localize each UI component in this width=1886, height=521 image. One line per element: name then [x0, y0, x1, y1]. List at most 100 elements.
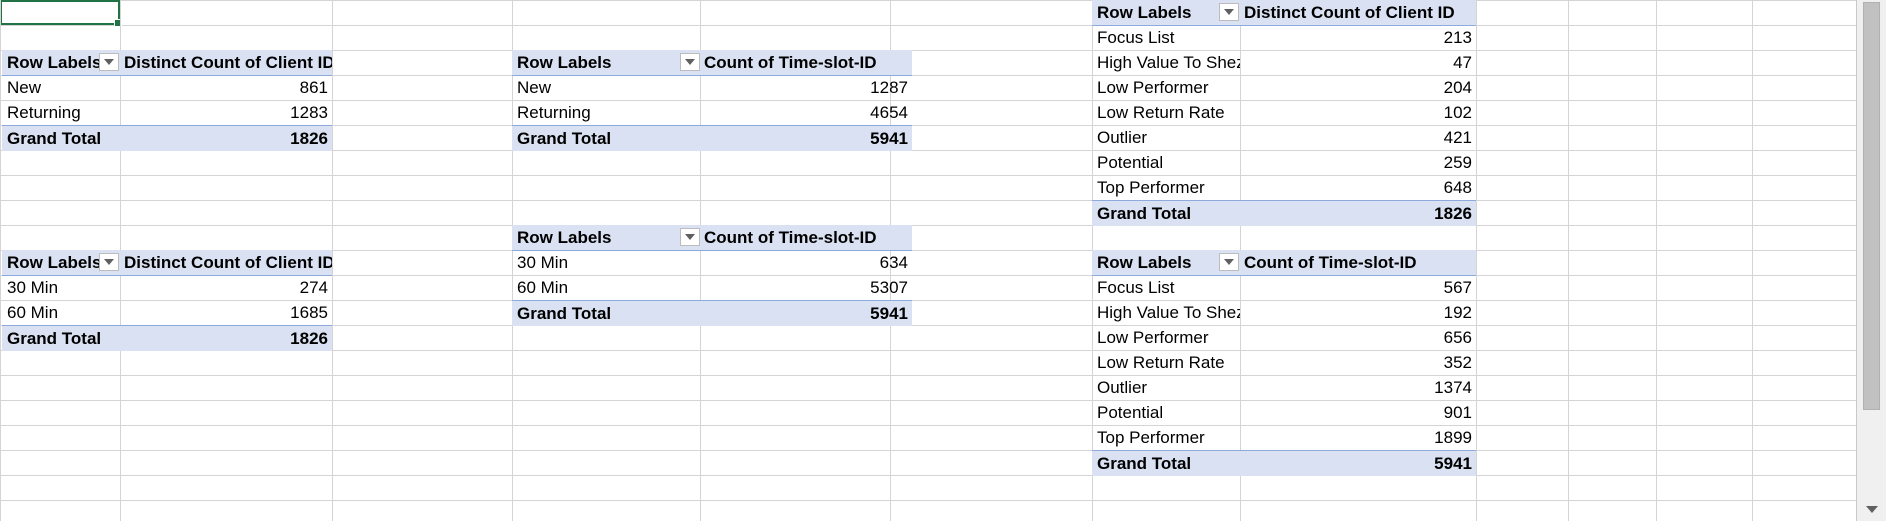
filter-dropdown-icon[interactable]	[1219, 253, 1239, 271]
row-label[interactable]: Focus List	[1097, 278, 1175, 297]
row-label[interactable]: 30 Min	[7, 278, 59, 297]
pivot-row: 30 Min 274	[2, 275, 332, 300]
value-field-header[interactable]: Distinct Count of Client ID	[124, 253, 332, 272]
row-label[interactable]: New	[517, 78, 552, 97]
grand-total-label[interactable]: Grand Total	[1097, 204, 1192, 223]
row-value[interactable]: 861	[299, 78, 328, 97]
row-value[interactable]: 4654	[870, 103, 908, 122]
row-value[interactable]: 259	[1443, 153, 1472, 172]
row-label[interactable]: Low Return Rate	[1097, 353, 1225, 372]
filter-dropdown-icon[interactable]	[680, 228, 700, 246]
row-labels-header[interactable]: Row Labels	[517, 228, 612, 247]
pivot-row: Low Return Rate 102	[1092, 100, 1476, 125]
row-value[interactable]: 5307	[870, 278, 908, 297]
active-cell-selection[interactable]	[0, 0, 122, 27]
filter-dropdown-icon[interactable]	[99, 53, 119, 71]
vertical-scrollbar[interactable]	[1856, 0, 1886, 521]
row-label[interactable]: Low Performer	[1097, 78, 1209, 97]
grand-total-row: Grand Total 5941	[512, 125, 912, 151]
row-value[interactable]: 1374	[1434, 378, 1472, 397]
grand-total-row: Grand Total 5941	[1092, 450, 1476, 476]
grand-total-value[interactable]: 5941	[870, 304, 908, 323]
row-labels-header[interactable]: Row Labels	[7, 53, 102, 72]
pivot-row: 30 Min 634	[512, 250, 912, 275]
row-label[interactable]: Returning	[7, 103, 81, 122]
row-value[interactable]: 901	[1443, 403, 1472, 422]
grand-total-label[interactable]: Grand Total	[7, 129, 102, 148]
row-label[interactable]: 60 Min	[7, 303, 59, 322]
scroll-down-arrow-icon[interactable]	[1857, 497, 1886, 521]
value-field-header[interactable]: Count of Time-slot-ID	[704, 53, 877, 72]
row-value[interactable]: 648	[1443, 178, 1472, 197]
row-value[interactable]: 656	[1443, 328, 1472, 347]
row-label[interactable]: High Value To Shez	[1097, 53, 1240, 72]
value-field-header[interactable]: Count of Time-slot-ID	[704, 228, 877, 247]
grand-total-label[interactable]: Grand Total	[517, 304, 612, 323]
row-label[interactable]: 30 Min	[517, 253, 569, 272]
grand-total-value[interactable]: 1826	[1434, 204, 1472, 223]
scrollbar-thumb[interactable]	[1863, 2, 1880, 410]
pivot-row: Low Performer 204	[1092, 75, 1476, 100]
row-labels-header[interactable]: Row Labels	[1097, 253, 1192, 272]
row-label[interactable]: Outlier	[1097, 378, 1148, 397]
row-value[interactable]: 213	[1443, 28, 1472, 47]
row-label[interactable]: Low Performer	[1097, 328, 1209, 347]
row-value[interactable]: 1899	[1434, 428, 1472, 447]
pivot-row: Outlier 421	[1092, 125, 1476, 150]
row-value[interactable]: 204	[1443, 78, 1472, 97]
row-labels-header[interactable]: Row Labels	[1097, 3, 1192, 22]
pivot-row: Potential 259	[1092, 150, 1476, 175]
filter-dropdown-icon[interactable]	[680, 53, 700, 71]
row-value[interactable]: 192	[1443, 303, 1472, 322]
grand-total-row: Grand Total 1826	[2, 125, 332, 151]
row-value[interactable]: 352	[1443, 353, 1472, 372]
value-field-header[interactable]: Distinct Count of Client ID	[124, 53, 332, 72]
row-label[interactable]: Low Return Rate	[1097, 103, 1225, 122]
row-value[interactable]: 47	[1453, 53, 1472, 72]
filter-dropdown-icon[interactable]	[1219, 3, 1239, 21]
row-label[interactable]: Top Performer	[1097, 178, 1205, 197]
pivot-row: High Value To Shez 47	[1092, 50, 1476, 75]
row-label[interactable]: Outlier	[1097, 128, 1148, 147]
row-value[interactable]: 567	[1443, 278, 1472, 297]
value-field-header[interactable]: Distinct Count of Client ID	[1244, 3, 1455, 22]
pivot-row: Top Performer 648	[1092, 175, 1476, 200]
grand-total-label[interactable]: Grand Total	[7, 329, 102, 348]
grand-total-row: Grand Total 5941	[512, 300, 912, 326]
row-value[interactable]: 634	[879, 253, 908, 272]
pivot-header-row: Row Labels Distinct Count of Client ID	[2, 50, 332, 76]
row-labels-header[interactable]: Row Labels	[7, 253, 102, 272]
row-label[interactable]: Potential	[1097, 403, 1164, 422]
row-label[interactable]: 60 Min	[517, 278, 569, 297]
row-label[interactable]: Returning	[517, 103, 591, 122]
row-value[interactable]: 421	[1443, 128, 1472, 147]
row-label[interactable]: New	[7, 78, 42, 97]
grand-total-value[interactable]: 5941	[870, 129, 908, 148]
grand-total-row: Grand Total 1826	[2, 325, 332, 351]
grand-total-label[interactable]: Grand Total	[1097, 454, 1192, 473]
grand-total-value[interactable]: 5941	[1434, 454, 1472, 473]
grand-total-value[interactable]: 1826	[290, 329, 328, 348]
value-field-header[interactable]: Count of Time-slot-ID	[1244, 253, 1417, 272]
row-value[interactable]: 102	[1443, 103, 1472, 122]
row-label[interactable]: Focus List	[1097, 28, 1175, 47]
pivot-row: Focus List 213	[1092, 25, 1476, 50]
grand-total-value[interactable]: 1826	[290, 129, 328, 148]
pivot-row: Top Performer 1899	[1092, 425, 1476, 450]
grand-total-label[interactable]: Grand Total	[517, 129, 612, 148]
row-label[interactable]: Potential	[1097, 153, 1164, 172]
row-value[interactable]: 274	[299, 278, 328, 297]
pivot-row: Potential 901	[1092, 400, 1476, 425]
pivot-row: Low Performer 656	[1092, 325, 1476, 350]
pivot-row: 60 Min 1685	[2, 300, 332, 325]
filter-dropdown-icon[interactable]	[99, 253, 119, 271]
row-labels-header[interactable]: Row Labels	[517, 53, 612, 72]
row-label[interactable]: Top Performer	[1097, 428, 1205, 447]
row-value[interactable]: 1685	[290, 303, 328, 322]
row-label[interactable]: High Value To Shez	[1097, 303, 1240, 322]
pivot-header-row: Row Labels Count of Time-slot-ID	[512, 50, 912, 76]
pivot-row: Returning 4654	[512, 100, 912, 125]
row-value[interactable]: 1287	[870, 78, 908, 97]
row-value[interactable]: 1283	[290, 103, 328, 122]
